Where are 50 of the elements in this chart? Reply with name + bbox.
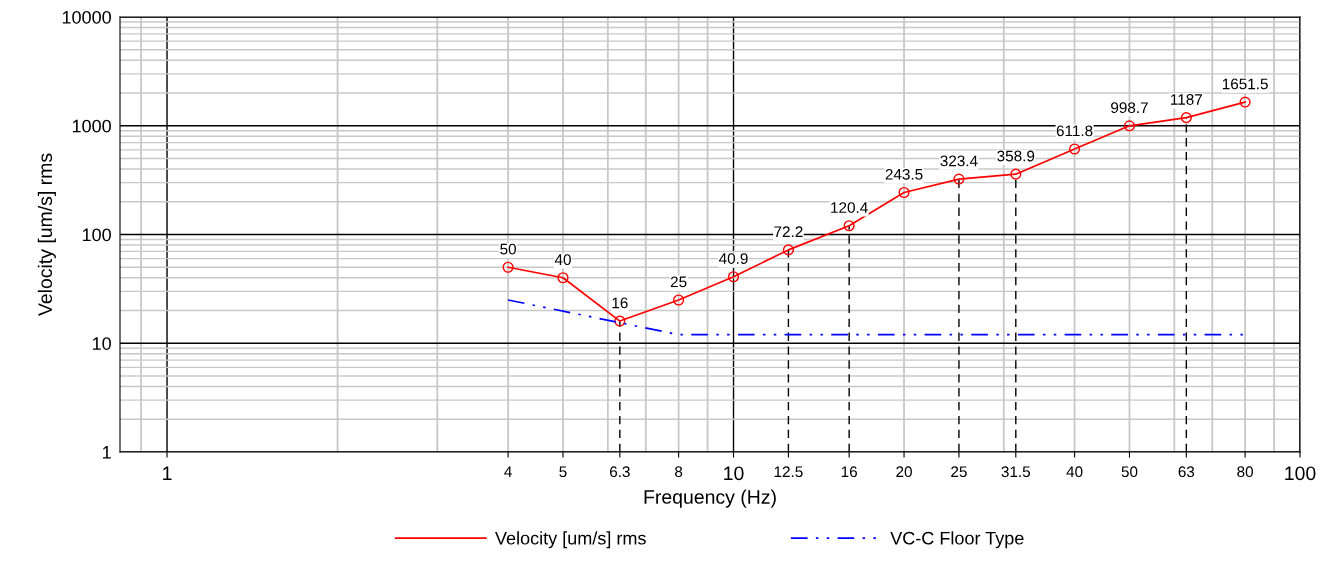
point	[614, 315, 626, 327]
point	[1010, 168, 1022, 180]
point	[502, 261, 514, 273]
data-label: 1651.5	[1222, 78, 1268, 90]
y-tick-label: 1000	[72, 119, 111, 133]
data-label: 25	[670, 276, 687, 288]
data-label: 16	[612, 297, 628, 309]
y-tick-label: 10	[92, 337, 111, 350]
data-label: 120.4	[831, 202, 868, 213]
x-tick-label: 80	[1237, 466, 1253, 478]
x-tick-label: 20	[896, 466, 912, 478]
legend-label: Velocity [um/s] rms	[495, 531, 646, 549]
y-tick-label: 1	[103, 446, 111, 459]
x-tick-label: 5	[559, 466, 567, 478]
x-tick-label: 63	[1178, 466, 1195, 478]
x-tick-label: 100	[1285, 466, 1316, 481]
data-label: 358.9	[997, 150, 1035, 162]
legend-label: VC-C Floor Type	[890, 531, 1024, 549]
data-label: 998.7	[1111, 102, 1148, 114]
x-tick-label: 6.3	[610, 466, 630, 478]
point	[898, 186, 910, 199]
x-tick-label: 40	[1066, 466, 1083, 478]
point	[1180, 112, 1192, 124]
data-label: 72.2	[774, 226, 803, 237]
x-tick-label: 1	[163, 466, 172, 480]
data-label: 323.4	[940, 155, 978, 167]
y-axis-title: Velocity [um/s] rms	[37, 153, 56, 316]
x-tick-label: 16	[841, 466, 857, 478]
data-label: 1187	[1171, 94, 1202, 105]
data-label: 243.5	[885, 168, 923, 180]
x-axis-title: Frequency (Hz)	[644, 489, 776, 508]
point	[1239, 96, 1251, 108]
point	[953, 173, 965, 185]
x-tick-label: 25	[951, 466, 967, 478]
point	[557, 272, 569, 284]
data-label: 40.9	[719, 253, 748, 264]
x-tick-label: 8	[675, 466, 683, 478]
point	[1069, 143, 1081, 155]
data-label: 40	[554, 254, 571, 266]
point	[1123, 120, 1136, 132]
x-tick-label: 12.5	[774, 466, 803, 478]
x-tick-label: 31.5	[1001, 466, 1031, 478]
x-tick-label: 4	[504, 466, 512, 477]
point	[727, 271, 740, 283]
x-tick-label: 50	[1121, 466, 1138, 478]
data-label: 50	[500, 243, 516, 255]
y-tick-label: 10000	[62, 10, 111, 24]
data-label: 611.8	[1056, 125, 1093, 137]
x-tick-label: 10	[724, 466, 744, 481]
y-tick-label: 100	[82, 228, 111, 242]
